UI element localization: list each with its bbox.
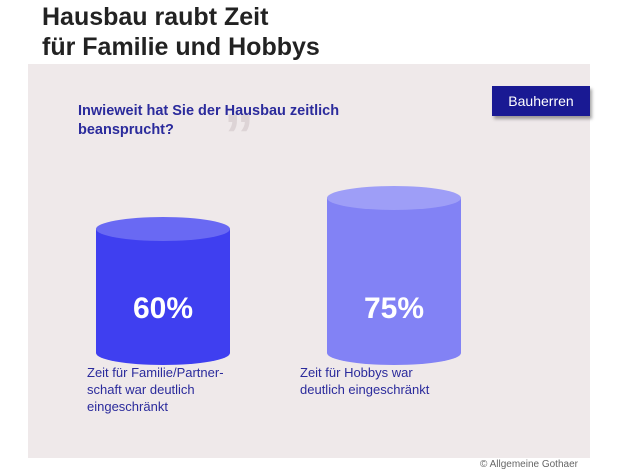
cylinder-body-1: [96, 228, 230, 365]
title-line-1: Hausbau raubt Zeit: [42, 3, 269, 31]
quote-mark-icon: „: [224, 68, 254, 135]
survey-question: Inwieweit hat Sie der Hausbau zeitlich b…: [78, 102, 378, 140]
question-line-1: Inwieweit hat Sie der Hausbau zeitlich: [78, 103, 340, 119]
copyright-footer: © Allgemeine Gothaer: [480, 459, 578, 470]
value-label-2: 75%: [364, 292, 424, 325]
cylinder-top-2: [327, 185, 461, 210]
cylinder-body-2: [327, 197, 461, 365]
cylinder-top-1: [96, 216, 230, 241]
category-label-1: Zeit für Familie/Partner- schaft war deu…: [87, 365, 224, 414]
cylinder-bar-2: 75%: [327, 185, 461, 365]
chart-panel: „ Inwieweit hat Sie der Hausbau zeitlich…: [28, 64, 590, 458]
group-badge: Bauherren: [492, 86, 590, 116]
category-label-2: Zeit für Hobbys war deutlich eingeschrän…: [300, 365, 430, 397]
page-title: Hausbau raubt Zeit für Familie und Hobby…: [42, 2, 320, 62]
cylinder-chart: 60% 75%: [96, 185, 461, 365]
title-line-2: für Familie und Hobbys: [42, 33, 320, 61]
cylinder-bar-1: 60%: [96, 216, 230, 365]
question-line-2: beansprucht?: [78, 122, 174, 138]
value-label-1: 60%: [133, 292, 193, 325]
